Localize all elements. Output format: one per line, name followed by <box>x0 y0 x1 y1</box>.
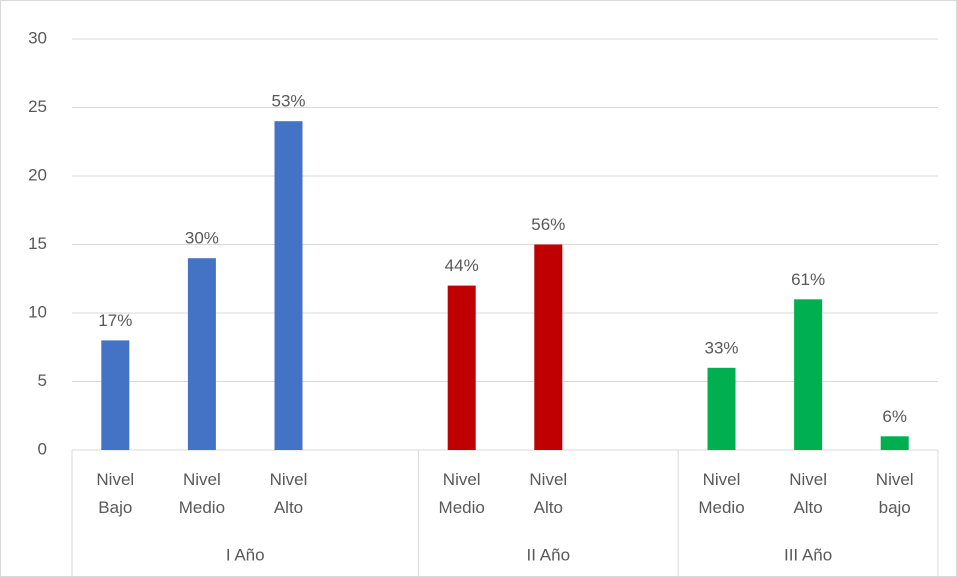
bar <box>707 367 736 450</box>
data-label: 53% <box>271 92 305 111</box>
y-tick-label: 0 <box>38 439 47 458</box>
x-tick-label: Nivel Medio <box>439 470 485 517</box>
bar <box>101 340 130 450</box>
x-tick-label: Nivel Medio <box>179 470 225 517</box>
data-label: 30% <box>185 229 219 248</box>
x-tick-label: Nivel Alto <box>789 470 827 517</box>
group-label: III Año <box>784 545 832 564</box>
x-tick-label: Nivel bajo <box>876 470 914 517</box>
y-tick-label: 5 <box>38 371 47 390</box>
x-tick-label: Nivel Bajo <box>96 470 134 517</box>
y-tick-label: 25 <box>28 97 47 116</box>
bar <box>534 244 563 450</box>
data-label: 56% <box>531 215 565 234</box>
x-tick-label: Nivel Alto <box>270 470 308 517</box>
y-tick-label: 10 <box>28 302 47 321</box>
y-tick-label: 30 <box>28 28 47 47</box>
data-label: 61% <box>791 270 825 289</box>
data-label: 17% <box>98 311 132 330</box>
data-label: 6% <box>882 407 907 426</box>
x-tick-label: Nivel Alto <box>529 470 567 517</box>
y-tick-label: 20 <box>28 165 47 184</box>
bar <box>880 436 909 450</box>
bar <box>187 258 216 450</box>
group-label: I Año <box>226 545 265 564</box>
bar <box>447 285 476 450</box>
group-label: II Año <box>527 545 570 564</box>
y-tick-label: 15 <box>28 234 47 253</box>
data-label: 44% <box>445 256 479 275</box>
x-tick-label: Nivel Medio <box>698 470 744 517</box>
bar <box>794 299 823 450</box>
bar <box>274 121 303 450</box>
data-label: 33% <box>704 338 738 357</box>
